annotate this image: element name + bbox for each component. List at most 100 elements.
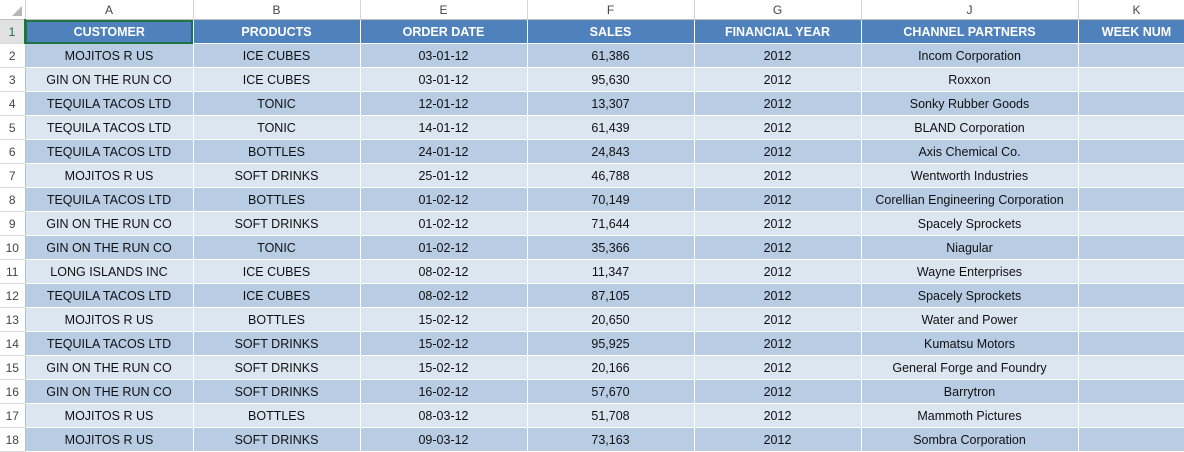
cell-financial-year[interactable]: 2012 (694, 403, 862, 428)
cell-financial-year[interactable]: 2012 (694, 355, 862, 380)
row-header-15[interactable]: 15 (0, 355, 26, 380)
cell-sales[interactable]: 71,644 (527, 211, 695, 236)
cell-customer[interactable]: TEQUILA TACOS LTD (25, 283, 194, 308)
cell-customer[interactable]: MOJITOS R US (25, 43, 194, 68)
cell-week-num[interactable] (1078, 163, 1184, 188)
cell-sales[interactable]: 61,439 (527, 115, 695, 140)
cell-order-date[interactable]: 15-02-12 (360, 307, 528, 332)
column-header-e[interactable]: E (360, 0, 528, 20)
cell-week-num[interactable] (1078, 91, 1184, 116)
row-header-10[interactable]: 10 (0, 235, 26, 260)
column-header-a[interactable]: A (25, 0, 194, 20)
cell-products[interactable]: BOTTLES (193, 403, 361, 428)
cell-customer[interactable]: MOJITOS R US (25, 427, 194, 452)
cell-products[interactable]: TONIC (193, 115, 361, 140)
cell-sales[interactable]: 20,650 (527, 307, 695, 332)
row-header-16[interactable]: 16 (0, 379, 26, 404)
row-header-7[interactable]: 7 (0, 163, 26, 188)
cell-channel-partners[interactable]: General Forge and Foundry (861, 355, 1079, 380)
cell-week-num[interactable] (1078, 355, 1184, 380)
cell-order-date[interactable]: 15-02-12 (360, 331, 528, 356)
row-header-18[interactable]: 18 (0, 427, 26, 452)
cell-sales[interactable]: 13,307 (527, 91, 695, 116)
cell-customer[interactable]: TEQUILA TACOS LTD (25, 91, 194, 116)
header-cell-sales[interactable]: SALES (527, 19, 695, 44)
cell-channel-partners[interactable]: Wentworth Industries (861, 163, 1079, 188)
cell-week-num[interactable] (1078, 235, 1184, 260)
row-header-3[interactable]: 3 (0, 67, 26, 92)
cell-financial-year[interactable]: 2012 (694, 187, 862, 212)
cell-financial-year[interactable]: 2012 (694, 211, 862, 236)
cell-week-num[interactable] (1078, 139, 1184, 164)
row-header-11[interactable]: 11 (0, 259, 26, 284)
row-header-14[interactable]: 14 (0, 331, 26, 356)
cell-customer[interactable]: TEQUILA TACOS LTD (25, 139, 194, 164)
header-cell-customer[interactable]: CUSTOMER (25, 19, 194, 44)
cell-customer[interactable]: TEQUILA TACOS LTD (25, 187, 194, 212)
cell-customer[interactable]: GIN ON THE RUN CO (25, 355, 194, 380)
cell-channel-partners[interactable]: Corellian Engineering Corporation (861, 187, 1079, 212)
cell-customer[interactable]: MOJITOS R US (25, 403, 194, 428)
cell-customer[interactable]: TEQUILA TACOS LTD (25, 331, 194, 356)
cell-financial-year[interactable]: 2012 (694, 67, 862, 92)
cell-order-date[interactable]: 15-02-12 (360, 355, 528, 380)
cell-sales[interactable]: 73,163 (527, 427, 695, 452)
cell-order-date[interactable]: 08-03-12 (360, 403, 528, 428)
header-cell-order-date[interactable]: ORDER DATE (360, 19, 528, 44)
cell-products[interactable]: SOFT DRINKS (193, 379, 361, 404)
cell-products[interactable]: BOTTLES (193, 187, 361, 212)
cell-products[interactable]: BOTTLES (193, 139, 361, 164)
cell-products[interactable]: TONIC (193, 91, 361, 116)
cell-customer[interactable]: MOJITOS R US (25, 307, 194, 332)
cell-channel-partners[interactable]: Spacely Sprockets (861, 283, 1079, 308)
header-cell-week-num[interactable]: WEEK NUM (1078, 19, 1184, 44)
cell-week-num[interactable] (1078, 115, 1184, 140)
row-header-4[interactable]: 4 (0, 91, 26, 116)
header-cell-financial-year[interactable]: FINANCIAL YEAR (694, 19, 862, 44)
cell-customer[interactable]: GIN ON THE RUN CO (25, 67, 194, 92)
row-header-5[interactable]: 5 (0, 115, 26, 140)
cell-financial-year[interactable]: 2012 (694, 331, 862, 356)
cell-channel-partners[interactable]: Niagular (861, 235, 1079, 260)
column-header-f[interactable]: F (527, 0, 695, 20)
cell-week-num[interactable] (1078, 379, 1184, 404)
cell-financial-year[interactable]: 2012 (694, 283, 862, 308)
header-cell-products[interactable]: PRODUCTS (193, 19, 361, 44)
cell-sales[interactable]: 87,105 (527, 283, 695, 308)
cell-sales[interactable]: 46,788 (527, 163, 695, 188)
cell-products[interactable]: TONIC (193, 235, 361, 260)
cell-sales[interactable]: 35,366 (527, 235, 695, 260)
select-all-button[interactable] (0, 0, 26, 20)
row-header-17[interactable]: 17 (0, 403, 26, 428)
cell-financial-year[interactable]: 2012 (694, 379, 862, 404)
cell-order-date[interactable]: 01-02-12 (360, 211, 528, 236)
cell-sales[interactable]: 11,347 (527, 259, 695, 284)
cell-order-date[interactable]: 24-01-12 (360, 139, 528, 164)
cell-products[interactable]: ICE CUBES (193, 283, 361, 308)
column-header-g[interactable]: G (694, 0, 862, 20)
cell-customer[interactable]: LONG ISLANDS INC (25, 259, 194, 284)
cell-order-date[interactable]: 01-02-12 (360, 187, 528, 212)
cell-financial-year[interactable]: 2012 (694, 139, 862, 164)
cell-customer[interactable]: GIN ON THE RUN CO (25, 235, 194, 260)
cell-channel-partners[interactable]: Wayne Enterprises (861, 259, 1079, 284)
cell-channel-partners[interactable]: BLAND Corporation (861, 115, 1079, 140)
cell-products[interactable]: SOFT DRINKS (193, 211, 361, 236)
cell-products[interactable]: BOTTLES (193, 307, 361, 332)
cell-products[interactable]: ICE CUBES (193, 67, 361, 92)
cell-channel-partners[interactable]: Sombra Corporation (861, 427, 1079, 452)
cell-sales[interactable]: 20,166 (527, 355, 695, 380)
cell-financial-year[interactable]: 2012 (694, 259, 862, 284)
cell-products[interactable]: SOFT DRINKS (193, 331, 361, 356)
row-header-6[interactable]: 6 (0, 139, 26, 164)
header-cell-channel-partners[interactable]: CHANNEL PARTNERS (861, 19, 1079, 44)
cell-order-date[interactable]: 16-02-12 (360, 379, 528, 404)
cell-order-date[interactable]: 09-03-12 (360, 427, 528, 452)
row-header-13[interactable]: 13 (0, 307, 26, 332)
cell-order-date[interactable]: 12-01-12 (360, 91, 528, 116)
cell-sales[interactable]: 57,670 (527, 379, 695, 404)
cell-financial-year[interactable]: 2012 (694, 235, 862, 260)
cell-products[interactable]: SOFT DRINKS (193, 355, 361, 380)
cell-order-date[interactable]: 25-01-12 (360, 163, 528, 188)
cell-sales[interactable]: 51,708 (527, 403, 695, 428)
